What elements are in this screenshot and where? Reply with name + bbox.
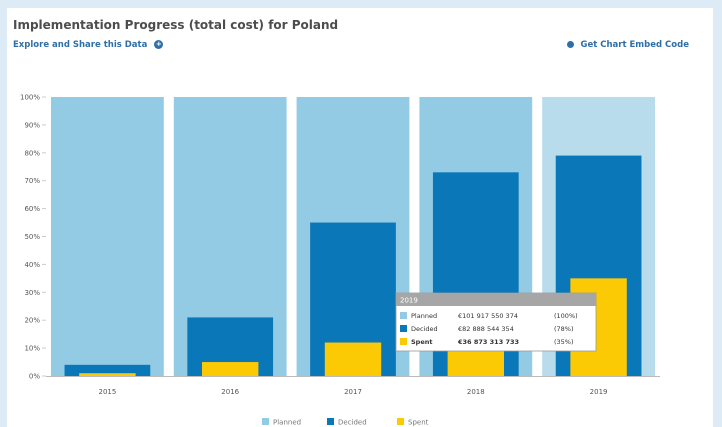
tooltip-swatch: [400, 325, 407, 332]
x-tick-label: 2017: [344, 388, 362, 396]
y-tick-label: 10%: [24, 345, 40, 353]
tooltip-value: €36 873 313 733: [457, 338, 519, 346]
bar-spent: [324, 342, 382, 376]
legend-swatch: [262, 418, 269, 425]
embed-code-label: Get Chart Embed Code: [580, 40, 690, 50]
tooltip-percent: (78%): [554, 325, 574, 333]
explore-share-link[interactable]: Explore and Share this Data +: [13, 40, 164, 50]
tooltip-value: €101 917 550 374: [458, 312, 518, 320]
y-tick-label: 30%: [24, 289, 40, 297]
tooltip-percent: (100%): [554, 312, 578, 320]
bar-planned: [51, 97, 164, 376]
tooltip-series-name: Spent: [411, 338, 432, 346]
y-tick-label: 60%: [24, 205, 40, 213]
x-tick-label: 2015: [98, 388, 116, 396]
tooltip-value: €82 888 544 354: [458, 325, 514, 333]
tooltip-swatch: [400, 338, 407, 345]
legend-label: Decided: [338, 419, 367, 427]
bar-decided: [64, 364, 151, 376]
embed-code-link[interactable]: Get Chart Embed Code: [566, 40, 690, 50]
y-tick-label: 90%: [24, 121, 40, 129]
tooltip-header: [396, 293, 596, 306]
legend-swatch: [397, 418, 404, 425]
y-tick-label: 40%: [24, 261, 40, 269]
y-tick-label: 20%: [24, 317, 40, 325]
tooltip-percent: (35%): [554, 338, 574, 346]
legend-label: Spent: [408, 419, 429, 427]
explore-share-label: Explore and Share this Data: [13, 40, 148, 50]
tooltip-series-name: Planned: [411, 312, 437, 320]
y-tick-label: 100%: [20, 94, 40, 102]
x-tick-label: 2016: [221, 388, 239, 396]
x-tick-label: 2019: [590, 388, 608, 396]
tooltip-title: 2019: [400, 297, 418, 305]
bar-spent: [79, 373, 136, 376]
info-circle-icon: +: [154, 40, 164, 49]
bar-spent: [202, 362, 259, 376]
y-tick-label: 70%: [24, 177, 40, 185]
tooltip-swatch: [400, 312, 407, 319]
x-tick-label: 2018: [467, 388, 485, 396]
chart-title: Implementation Progress (total cost) for…: [13, 18, 339, 32]
y-tick-label: 50%: [24, 233, 40, 241]
legend-swatch: [327, 418, 334, 425]
legend-label: Planned: [273, 419, 301, 427]
y-tick-label: 0%: [29, 373, 40, 381]
dot-icon: [566, 41, 574, 48]
tooltip-series-name: Decided: [411, 325, 438, 333]
y-tick-label: 80%: [24, 149, 40, 157]
